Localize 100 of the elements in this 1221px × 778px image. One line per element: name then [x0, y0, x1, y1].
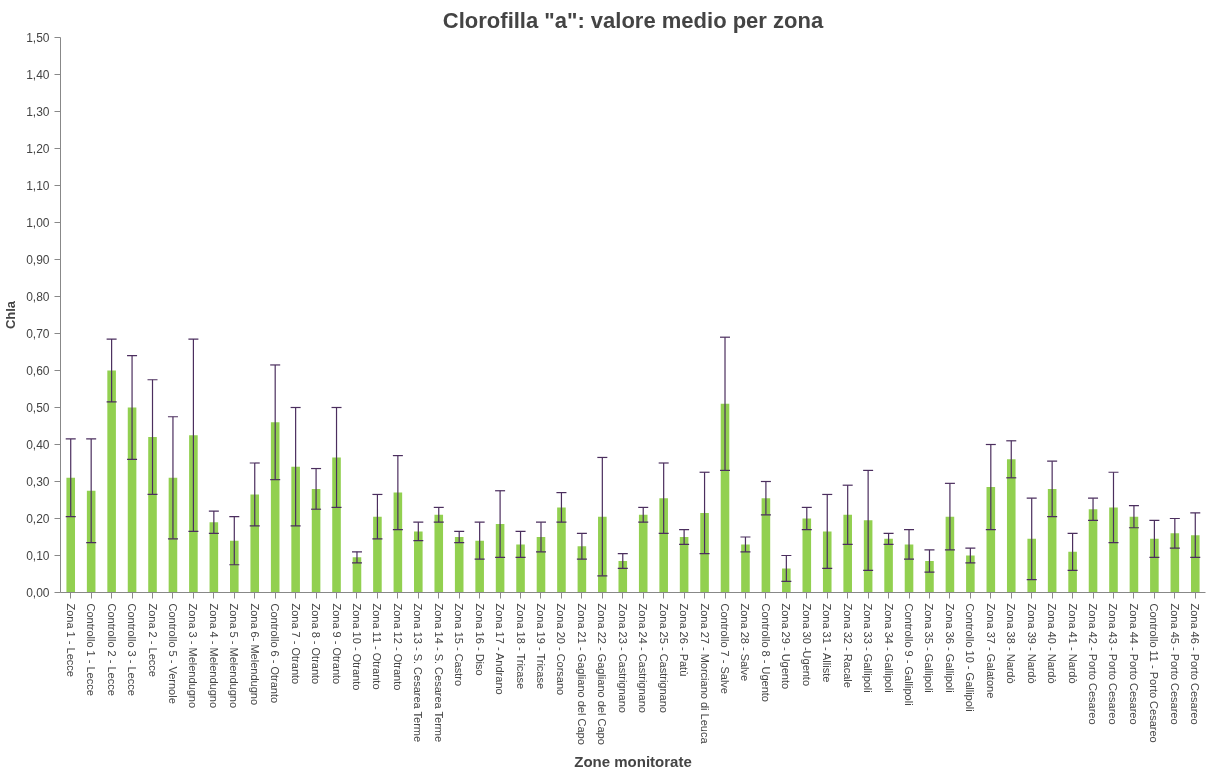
x-tick-label: Zona 21 - Gagliano del Capo [575, 603, 588, 745]
bar [557, 507, 566, 593]
bar [250, 494, 260, 593]
bar [291, 466, 300, 593]
y-tick-label: 1,10 [26, 179, 50, 193]
y-tick-label: 1,40 [26, 68, 50, 82]
x-tick-label: Controllo 11 - Porto Cesareo [1148, 603, 1161, 743]
x-tick-label: Zona 41 - Nardò [1066, 603, 1079, 684]
x-tick-label: Controllo 1 - Lecce [85, 603, 98, 696]
bar [741, 544, 750, 593]
x-tick-label: Zona 33 - Gallipoli [862, 603, 875, 693]
y-tick-label: 0,40 [26, 438, 50, 452]
x-tick-label: Zona 38 - Nardò [1005, 603, 1018, 684]
x-tick-label: Zona 29 - Ugento [780, 603, 793, 690]
bar [434, 514, 444, 593]
bar [966, 555, 975, 593]
x-tick-label: Zona 7 - Otranto [289, 603, 302, 685]
x-tick-label: Controllo 7 - Salve [719, 603, 732, 694]
x-tick-label: Zona 5 - Melendugno [228, 603, 241, 709]
x-tick-label: Zona 2 - Lecce [146, 603, 159, 677]
x-tick-label: Zona 6- Melendugno [248, 603, 261, 706]
bar [454, 537, 464, 593]
x-tick-label: Zona 17 - Andrano [494, 603, 507, 695]
x-tick-label: Controllo 3 - Lecce [126, 603, 139, 696]
y-tick-label: 0,20 [26, 512, 50, 526]
x-tick-label: Controllo 6 - Otranto [269, 603, 282, 704]
bar [373, 516, 382, 593]
bar [618, 561, 628, 593]
x-tick-label: Zona 36 - Gallipoli [943, 603, 956, 693]
y-tick-label: 0,80 [26, 290, 50, 304]
bar [1068, 551, 1077, 593]
bar [782, 568, 791, 593]
x-tick-label: Zona 13 - S. Cesarea Terme [412, 603, 425, 743]
x-tick-label: Zona 14 - S. Cesarea Terme [432, 603, 445, 743]
bar [209, 522, 219, 593]
bar [66, 477, 76, 593]
x-tick-label: Zona 23 - Castrignano [616, 603, 629, 713]
y-axis-title: Chla [3, 300, 19, 330]
x-tick-label: Zona 37 - Galatone [984, 603, 997, 699]
bar [148, 437, 157, 593]
x-tick-label: Controllo 10 - Gallipoli [964, 603, 977, 712]
y-tick-label: 1,30 [26, 105, 50, 119]
bar [516, 544, 525, 593]
y-tick-label: 0,30 [26, 475, 50, 489]
bar [1190, 535, 1200, 593]
x-tick-label: Zona 16 - Diso [473, 603, 486, 676]
x-tick-label: Zona 43 - Porto Cesareo [1107, 603, 1120, 725]
x-tick-label: Zona 46 - Porto Cesareo [1189, 603, 1202, 725]
bar [332, 457, 341, 593]
x-tick-label: Zona 11 - Otranto [371, 603, 384, 690]
x-tick-label: Zona 3 - Melendugno [187, 603, 200, 709]
chart-title: Clorofilla "a": valore medio per zona [442, 7, 824, 33]
x-tick-label: Zona 15 - Castro [453, 603, 466, 687]
x-tick-label: Zona 42 - Porto Cesareo [1087, 603, 1100, 725]
x-tick-label: Zona 8 - Otranto [310, 603, 323, 685]
bar [414, 531, 423, 593]
x-tick-label: Zona 22 - Gagliano del Capo [596, 603, 609, 745]
y-tick-label: 1,00 [26, 216, 50, 230]
x-tick-label: Zona 40 - Nardò [1046, 603, 1059, 684]
x-tick-label: Zona 9 - Otranto [330, 603, 343, 685]
bar [843, 514, 852, 593]
x-tick-label: Zona 44 - Porto Cesareo [1127, 603, 1140, 725]
x-tick-label: Zona 32 - Racale [841, 603, 854, 688]
y-tick-label: 1,20 [26, 142, 50, 156]
bar [638, 514, 648, 593]
y-tick-label: 0,90 [26, 253, 50, 267]
x-tick-label: Zona 1 - Lecce [64, 603, 77, 677]
y-tick-label: 0,00 [26, 586, 50, 600]
x-tick-label: Zona 10 - Otranto [350, 603, 363, 691]
bar [1109, 507, 1118, 593]
bar [107, 370, 116, 593]
x-tick-label: Controllo 5 - Vernole [166, 603, 179, 704]
bar [475, 540, 484, 593]
x-tick-label: Zona 45 - Porto Cesareo [1168, 603, 1181, 725]
y-tick-label: 0,60 [26, 364, 50, 378]
y-tick-label: 0,50 [26, 401, 50, 415]
x-tick-label: Zona 19 - Tricase [534, 603, 547, 690]
x-tick-label: Zona 28 - Salve [739, 603, 752, 682]
bar [659, 498, 668, 593]
x-tick-label: Controllo 2 - Lecce [105, 603, 118, 696]
x-axis-title: Zone monitorate [574, 752, 692, 770]
bar [822, 531, 832, 593]
x-tick-label: Zona 25 - Castrignano [657, 603, 670, 713]
x-tick-label: Zona 34 - Gallipoli [882, 603, 895, 693]
bar [1006, 459, 1016, 593]
x-tick-label: Zona 20 - Corsano [555, 603, 568, 696]
bar [700, 512, 709, 593]
y-tick-label: 1,50 [26, 31, 50, 45]
bar [925, 561, 934, 593]
bar [189, 435, 198, 593]
x-tick-label: Zona 4 - Melendugno [207, 603, 220, 709]
y-tick-label: 0,10 [26, 549, 50, 563]
bar [1150, 538, 1159, 593]
x-tick-label: Zona 27 - Morciano di Leuca [698, 603, 711, 745]
y-tick-label: 0,70 [26, 327, 50, 341]
x-tick-label: Controllo 8 - Ugento [759, 603, 772, 702]
x-tick-label: Zona 26 - Patù [678, 603, 691, 677]
x-tick-label: Zona 30 -Ugento [800, 603, 813, 687]
x-tick-label: Controllo 9 - Gallipoli [903, 603, 916, 706]
x-tick-label: Zona 24 - Castrignano [637, 603, 650, 713]
